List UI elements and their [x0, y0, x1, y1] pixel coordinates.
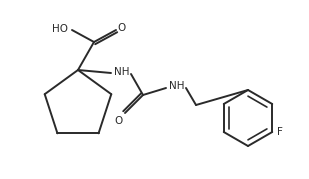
Text: NH: NH [114, 67, 130, 77]
Text: HO: HO [52, 24, 68, 34]
Text: O: O [118, 23, 126, 33]
Text: F: F [277, 127, 283, 137]
Text: NH: NH [169, 81, 185, 91]
Text: O: O [115, 116, 123, 126]
